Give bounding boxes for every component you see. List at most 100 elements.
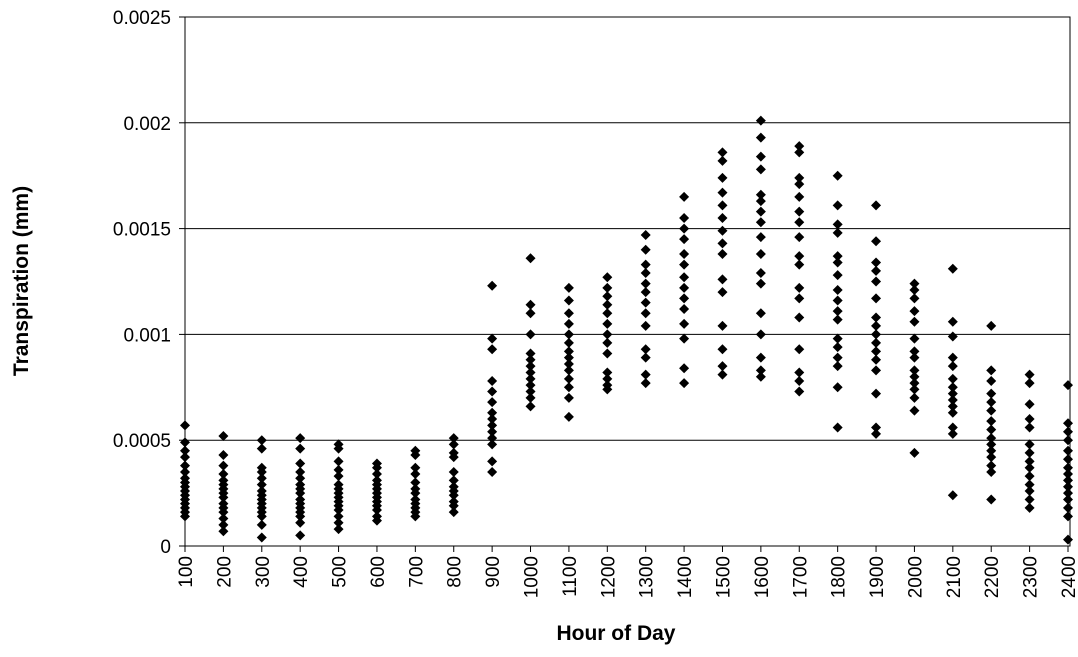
x-tick-label: 500 [330,556,351,588]
point [871,346,882,357]
point [333,464,344,475]
point [794,191,805,202]
point [333,471,344,482]
point [871,329,882,340]
x-tick-label: 2100 [944,556,965,598]
point [563,295,574,306]
point [563,346,574,357]
x-tick-label: 2000 [905,556,926,598]
point [487,433,498,444]
point [563,382,574,393]
point [448,466,459,477]
point [832,352,843,363]
point [487,344,498,355]
point [947,316,958,327]
point [947,352,958,363]
point [410,488,421,499]
point [871,337,882,348]
x-tick-label: 1500 [713,556,734,598]
point [755,132,766,143]
point [794,386,805,397]
point [602,291,613,302]
point [218,430,229,441]
point [1024,502,1035,513]
point [1024,439,1035,450]
point [563,337,574,348]
point [832,306,843,317]
point [755,164,766,175]
point [755,371,766,382]
point [832,284,843,295]
point [218,526,229,537]
point [679,248,690,259]
y-tick-label: 0 [160,537,171,558]
point [525,348,536,359]
x-tick-label: 1200 [598,556,619,598]
point [602,348,613,359]
point [448,452,459,463]
point [832,227,843,238]
y-tick-label: 0.0025 [113,8,171,29]
point [871,257,882,268]
point [448,507,459,518]
point [871,354,882,365]
point [947,394,958,405]
x-tick-label: 1600 [752,556,773,598]
y-tick-label: 0.001 [123,325,171,346]
point [947,407,958,418]
point [563,373,574,384]
point [755,268,766,279]
point [986,397,997,408]
point [295,473,306,484]
point [909,371,920,382]
point [794,344,805,355]
x-tick-label: 1700 [790,556,811,598]
point [755,206,766,217]
point [180,466,190,477]
point [871,276,882,287]
point [909,306,920,317]
point [525,253,536,264]
point [487,466,498,477]
point [679,304,690,315]
point [679,234,690,245]
point [909,316,920,327]
point [986,452,997,463]
point [525,392,536,403]
point [679,191,690,202]
point [1063,445,1073,456]
point [295,433,306,444]
point [717,147,728,158]
point [1063,475,1073,486]
point [602,282,613,293]
point [832,251,843,262]
point [525,329,536,340]
y-tick-label: 0.0015 [113,220,171,241]
point [333,517,344,528]
point [295,517,306,528]
point [1024,447,1035,458]
point [986,405,997,416]
point [794,179,805,190]
point [717,369,728,380]
point [563,318,574,329]
point [333,511,344,522]
point [602,373,613,384]
x-tick-label: 600 [368,556,389,588]
point [487,456,498,467]
point [602,384,613,395]
point [1063,469,1073,480]
point [679,293,690,304]
point [794,293,805,304]
point [832,219,843,230]
point [832,257,843,268]
point [1063,488,1073,499]
point [717,187,728,198]
point [947,331,958,342]
point [256,473,267,484]
point [640,229,651,240]
point [947,388,958,399]
x-tick-label: 900 [483,556,504,588]
point [755,115,766,126]
point [1063,462,1073,473]
